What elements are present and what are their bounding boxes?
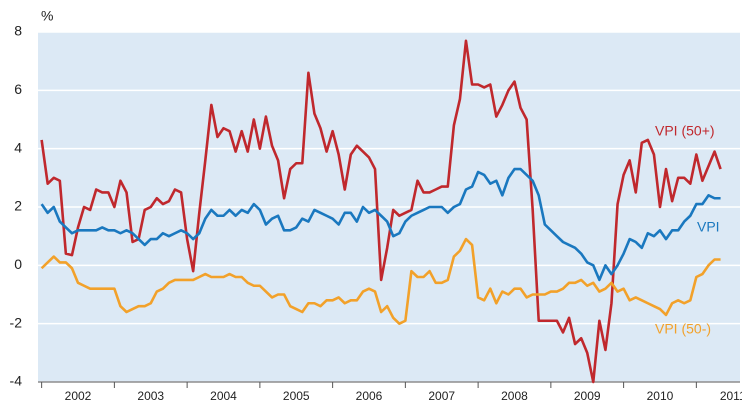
x-tick-label: 2006 bbox=[356, 389, 383, 403]
x-tick-label: 2003 bbox=[137, 389, 164, 403]
x-tick-label: 2009 bbox=[574, 389, 601, 403]
y-axis-label: % bbox=[41, 8, 53, 24]
x-tick-label: 2007 bbox=[428, 389, 455, 403]
x-tick-label: 2004 bbox=[210, 389, 237, 403]
y-tick-label: 8 bbox=[14, 23, 22, 39]
x-tick-label: 2002 bbox=[65, 389, 92, 403]
x-tick-label: 2008 bbox=[501, 389, 528, 403]
y-tick-label: -2 bbox=[10, 314, 23, 330]
series-line bbox=[40, 39, 722, 384]
y-tick-label: -4 bbox=[10, 373, 23, 389]
series-line bbox=[40, 237, 721, 325]
y-tick-label: 2 bbox=[14, 198, 22, 214]
series-label: VPI bbox=[697, 219, 720, 235]
series-label: VPI (50-) bbox=[655, 321, 711, 337]
x-tick-label: 2010 bbox=[647, 389, 674, 403]
y-tick-label: 6 bbox=[14, 81, 22, 97]
x-tick-label: 2005 bbox=[283, 389, 310, 403]
y-tick-label: 4 bbox=[14, 139, 22, 155]
y-tick-label: 0 bbox=[14, 256, 22, 272]
series-label: VPI (50+) bbox=[655, 123, 715, 139]
series-line bbox=[40, 167, 721, 282]
x-tick-label: 2011 bbox=[720, 389, 742, 403]
